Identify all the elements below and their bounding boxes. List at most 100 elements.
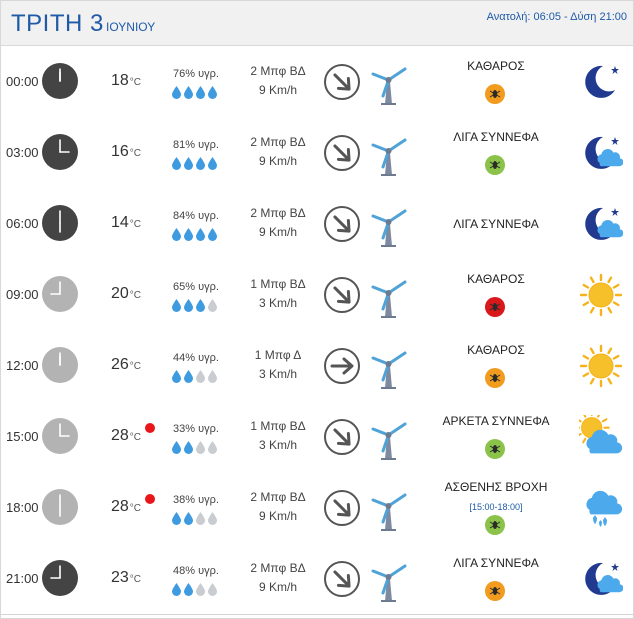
temperature: 14°C bbox=[111, 214, 141, 232]
uv-indicator-icon bbox=[485, 84, 505, 104]
temperature-value: 28 bbox=[111, 498, 129, 515]
temperature-unit: °C bbox=[129, 432, 142, 443]
temperature: 28°C bbox=[111, 498, 141, 516]
time-label: 15:00 bbox=[6, 429, 39, 444]
time-range: [15:00-18:00] bbox=[469, 502, 523, 512]
drop-empty-icon bbox=[207, 440, 218, 459]
hour-row: 21:00 23°C 48% υγρ. 2 Μπφ ΒΔ 9 Km/h ΛΙΓΑ ΣΥ… bbox=[1, 543, 633, 615]
drop-filled-icon bbox=[207, 227, 218, 246]
wind-turbine-icon bbox=[369, 415, 409, 461]
drop-filled-icon bbox=[195, 85, 206, 104]
wind-speed: 3 Km/h bbox=[258, 367, 297, 381]
drop-empty-icon bbox=[195, 511, 206, 530]
sun-icon bbox=[579, 344, 623, 388]
sun-cloud-icon bbox=[573, 409, 623, 459]
humidity-label: 76% υγρ. bbox=[173, 68, 219, 80]
clock-icon bbox=[42, 418, 78, 454]
drop-filled-icon bbox=[183, 440, 194, 459]
drop-filled-icon bbox=[171, 369, 182, 388]
drop-filled-icon bbox=[195, 227, 206, 246]
humidity-label: 81% υγρ. bbox=[173, 139, 219, 151]
drop-filled-icon bbox=[171, 440, 182, 459]
drop-filled-icon bbox=[183, 85, 194, 104]
wind-beaufort: 2 Μπφ ΒΔ bbox=[250, 135, 306, 149]
drop-empty-icon bbox=[207, 298, 218, 317]
drop-filled-icon bbox=[183, 298, 194, 317]
humidity-drops bbox=[171, 298, 219, 312]
moon-cloud-icon bbox=[579, 557, 624, 601]
temperature: 20°C bbox=[111, 285, 141, 303]
drop-empty-icon bbox=[207, 369, 218, 388]
temperature-unit: °C bbox=[129, 219, 142, 230]
wind-speed: 3 Km/h bbox=[258, 296, 297, 310]
drop-empty-icon bbox=[207, 582, 218, 601]
wind-speed: 9 Km/h bbox=[258, 509, 297, 523]
hour-row: 12:00 26°C 44% υγρ. 1 Μπφ Δ 3 Km/h ΚΑΘΑΡΟΣ bbox=[1, 330, 633, 402]
arrow-down-right-icon bbox=[323, 63, 361, 101]
humidity-drops bbox=[171, 511, 219, 525]
time-label: 03:00 bbox=[6, 145, 39, 160]
day-title: ΤΡΙΤΗ 3 bbox=[11, 10, 104, 37]
temperature: 23°C bbox=[111, 569, 141, 587]
uv-indicator-icon bbox=[485, 439, 505, 459]
condition-label: ΛΙΓΑ ΣΥΝΝΕΦΑ bbox=[453, 217, 539, 231]
condition-label: ΚΑΘΑΡΟΣ bbox=[467, 59, 525, 73]
moon-cloud-icon bbox=[579, 202, 624, 246]
clock-icon bbox=[42, 276, 78, 312]
wind-beaufort: 2 Μπφ ΒΔ bbox=[250, 64, 306, 78]
temperature-value: 14 bbox=[111, 214, 129, 231]
humidity-label: 38% υγρ. bbox=[173, 494, 219, 506]
condition-label: ΛΙΓΑ ΣΥΝΝΕΦΑ bbox=[453, 556, 539, 570]
humidity-drops bbox=[171, 156, 219, 170]
condition-label: ΚΑΘΑΡΟΣ bbox=[467, 272, 525, 286]
temperature: 28°C bbox=[111, 427, 141, 445]
temperature-unit: °C bbox=[129, 148, 142, 159]
clock-icon bbox=[42, 134, 78, 170]
uv-indicator-icon bbox=[485, 155, 505, 175]
wind-beaufort: 1 Μπφ ΒΔ bbox=[250, 277, 306, 291]
humidity-drops bbox=[171, 582, 219, 596]
time-label: 18:00 bbox=[6, 500, 39, 515]
humidity-drops bbox=[171, 85, 219, 99]
drop-filled-icon bbox=[183, 369, 194, 388]
clock-icon bbox=[42, 560, 78, 596]
drop-empty-icon bbox=[195, 582, 206, 601]
uv-indicator-icon bbox=[485, 297, 505, 317]
clock-icon bbox=[42, 489, 78, 525]
wind-speed: 3 Km/h bbox=[258, 438, 297, 452]
drop-filled-icon bbox=[195, 298, 206, 317]
time-label: 00:00 bbox=[6, 74, 39, 89]
drop-filled-icon bbox=[171, 227, 182, 246]
time-label: 06:00 bbox=[6, 216, 39, 231]
temperature-value: 18 bbox=[111, 72, 129, 89]
arrow-down-right-icon bbox=[323, 276, 361, 314]
drop-filled-icon bbox=[195, 156, 206, 175]
drop-filled-icon bbox=[183, 582, 194, 601]
time-label: 09:00 bbox=[6, 287, 39, 302]
clock-icon bbox=[42, 63, 78, 99]
heat-warning-icon bbox=[145, 494, 155, 504]
drop-filled-icon bbox=[171, 156, 182, 175]
wind-turbine-icon bbox=[369, 557, 409, 603]
wind-turbine-icon bbox=[369, 344, 409, 390]
wind-speed: 9 Km/h bbox=[258, 154, 297, 168]
rain-cloud-icon bbox=[579, 486, 623, 530]
wind-beaufort: 1 Μπφ Δ bbox=[254, 348, 302, 362]
temperature-value: 23 bbox=[111, 569, 129, 586]
temperature-unit: °C bbox=[129, 574, 142, 585]
temperature-value: 28 bbox=[111, 427, 129, 444]
temperature: 16°C bbox=[111, 143, 141, 161]
drop-filled-icon bbox=[171, 298, 182, 317]
clock-icon bbox=[42, 347, 78, 383]
clock-icon bbox=[42, 205, 78, 241]
wind-beaufort: 1 Μπφ ΒΔ bbox=[250, 419, 306, 433]
drop-filled-icon bbox=[171, 85, 182, 104]
drop-filled-icon bbox=[183, 511, 194, 530]
drop-filled-icon bbox=[183, 156, 194, 175]
humidity-label: 48% υγρ. bbox=[173, 565, 219, 577]
arrow-down-right-icon bbox=[323, 560, 361, 598]
drop-filled-icon bbox=[171, 582, 182, 601]
hour-row: 06:00 14°C 84% υγρ. 2 Μπφ ΒΔ 9 Km/h ΛΙΓΑ ΣΥ… bbox=[1, 188, 633, 260]
wind-turbine-icon bbox=[369, 60, 409, 106]
humidity-label: 84% υγρ. bbox=[173, 210, 219, 222]
